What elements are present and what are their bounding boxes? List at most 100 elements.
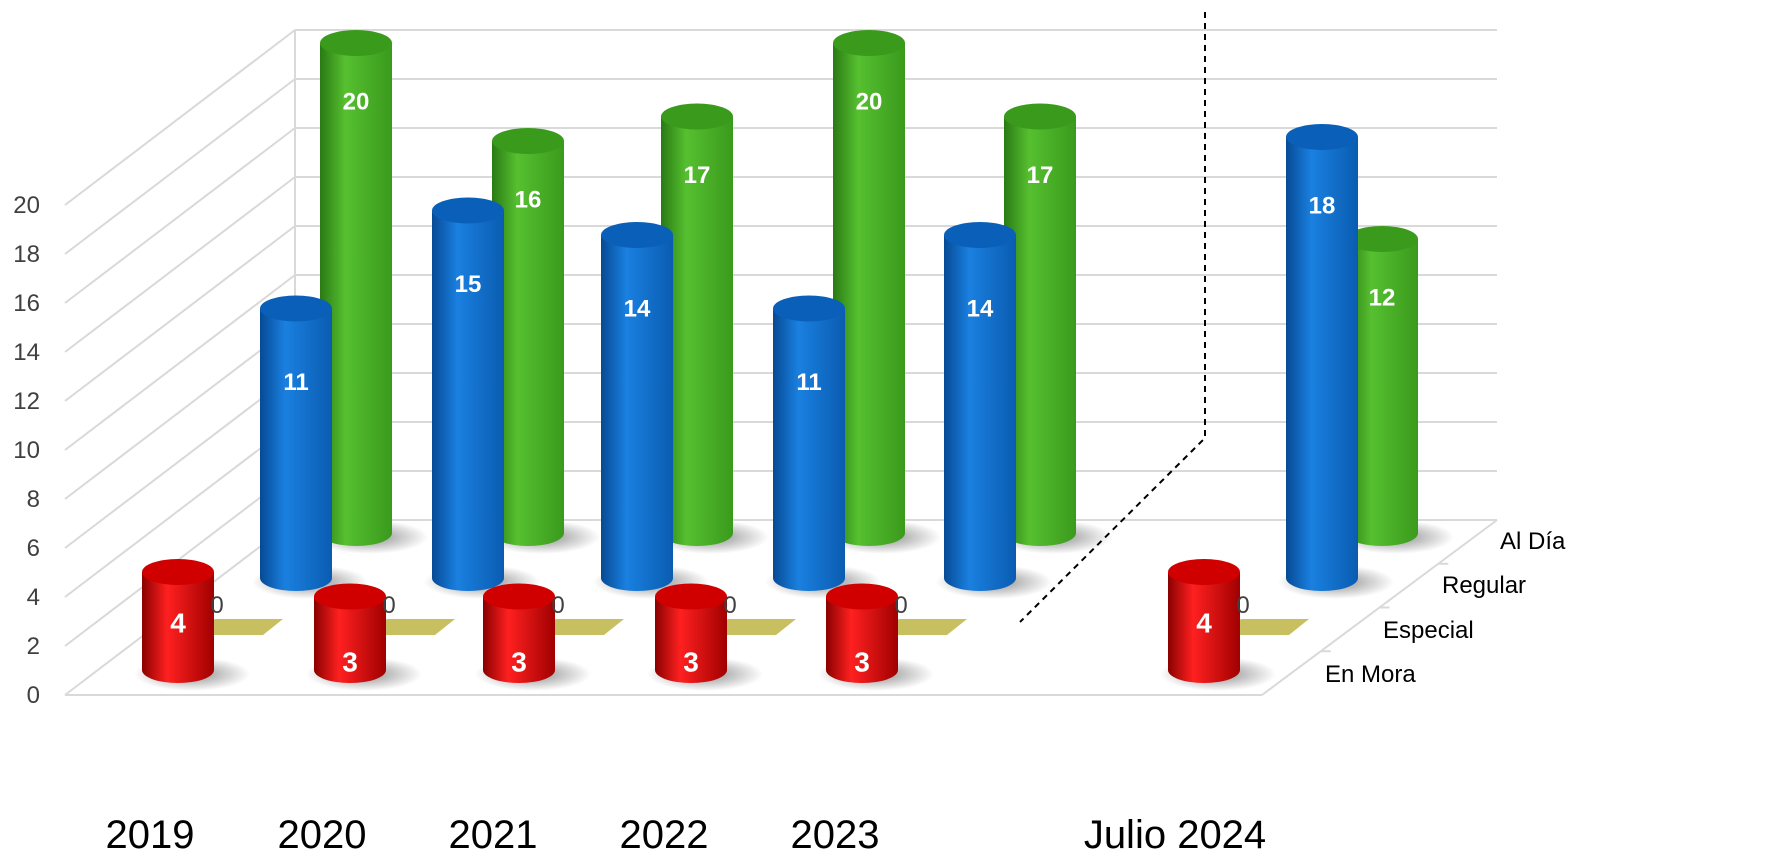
y-tick-label: 16	[13, 290, 40, 317]
data-label-bar-en-mora-year-2023: 3	[854, 646, 870, 677]
bar-especial-year-2022	[708, 619, 796, 635]
bar-regular-year-2023-body	[944, 235, 1016, 591]
bar-regular-year-2022	[773, 295, 845, 591]
bar-en-mora-year-2023-top	[826, 583, 898, 610]
bar-en-mora-julio-2024-top	[1168, 559, 1240, 585]
category-label-year-2020: 2020	[278, 813, 367, 857]
series-label-especial: Especial	[1383, 617, 1474, 644]
side-grid-line	[64, 78, 296, 255]
data-label-bar-especial-julio-2024: 0	[1236, 592, 1249, 619]
bar-especial-julio-2024	[1221, 619, 1309, 635]
side-grid-line	[64, 127, 296, 304]
bar-regular-year-2020	[432, 197, 504, 591]
bar-al-dia-year-2019-body	[320, 43, 392, 546]
bar-especial-year-2020	[367, 619, 455, 635]
bar-en-mora-year-2019-top	[142, 559, 214, 585]
side-grid-line	[64, 274, 296, 451]
data-label-bar-especial-year-2020: 0	[382, 592, 395, 619]
bar-al-dia-year-2020	[492, 128, 564, 546]
y-tick-label: 20	[13, 192, 40, 219]
y-tick-label: 6	[27, 535, 40, 562]
data-label-bar-regular-julio-2024: 18	[1309, 192, 1336, 219]
y-tick-label: 0	[27, 682, 40, 709]
bar-al-dia-julio-2024-top	[1346, 226, 1418, 252]
bar-en-mora-julio-2024-body	[1168, 572, 1240, 683]
bar-en-mora-year-2023-body	[826, 596, 898, 683]
side-grid-line	[64, 470, 296, 647]
y-tick-label: 12	[13, 388, 40, 415]
bar-especial-year-2021	[536, 619, 624, 635]
data-label-bar-en-mora-year-2022: 3	[683, 646, 699, 677]
bar-regular-julio-2024-body	[1286, 137, 1358, 591]
data-label-bar-regular-year-2023: 14	[967, 295, 994, 322]
data-label-bar-al-dia-year-2019: 20	[343, 88, 370, 115]
bar-en-mora-year-2019	[142, 559, 214, 683]
data-label-bar-en-mora-year-2020: 3	[342, 646, 358, 677]
bar-en-mora-year-2021-body	[483, 596, 555, 683]
data-label-bar-especial-year-2023: 0	[894, 592, 907, 619]
bar-en-mora-year-2022-body	[655, 596, 727, 683]
bar-regular-year-2021-body	[601, 235, 673, 591]
bar-al-dia-julio-2024	[1346, 226, 1418, 546]
bar-regular-year-2023-top	[944, 222, 1016, 248]
bar-al-dia-year-2023-top	[1004, 103, 1076, 130]
side-grid-line	[64, 323, 296, 500]
bar-regular-julio-2024-top	[1286, 124, 1358, 150]
category-label-year-2019: 2019	[106, 813, 195, 857]
data-label-bar-regular-year-2019: 11	[283, 369, 308, 396]
bar-regular-julio-2024	[1286, 124, 1358, 591]
data-label-bar-al-dia-julio-2024: 12	[1369, 284, 1396, 311]
bar-regular-year-2020-top	[432, 197, 504, 224]
bar-al-dia-year-2022-body	[833, 43, 905, 546]
data-label-bar-especial-year-2021: 0	[551, 592, 564, 619]
series-label-en-mora: En Mora	[1325, 661, 1416, 688]
bar-al-dia-year-2020-body	[492, 141, 564, 546]
separator-dashed-line	[1019, 12, 1206, 623]
bar-regular-year-2021	[601, 222, 673, 591]
bar-al-dia-year-2021-body	[661, 116, 733, 546]
bar-regular-year-2023	[944, 222, 1016, 591]
series-label-regular: Regular	[1442, 572, 1526, 599]
data-label-bar-al-dia-year-2020: 16	[515, 186, 542, 213]
bar-en-mora-year-2019-body	[142, 572, 214, 683]
data-label-bar-al-dia-year-2022: 20	[856, 88, 883, 115]
bar-regular-year-2020-body	[432, 210, 504, 591]
bar-regular-year-2019	[260, 295, 332, 591]
side-grid-line	[64, 29, 296, 206]
data-label-bar-regular-year-2022: 11	[796, 369, 821, 396]
bar-regular-year-2022-top	[773, 295, 845, 322]
y-tick-label: 8	[27, 486, 40, 513]
category-label-julio-2024: Julio 2024	[1084, 813, 1266, 857]
y-tick-label: 2	[27, 633, 40, 660]
bar-regular-year-2019-top	[260, 295, 332, 322]
bar-regular-year-2022-body	[773, 308, 845, 591]
data-label-bar-regular-year-2021: 14	[624, 295, 651, 322]
bar-en-mora-year-2022	[655, 583, 727, 683]
y-tick-label: 18	[13, 241, 40, 268]
category-label-year-2021: 2021	[449, 813, 538, 857]
bar-en-mora-year-2023	[826, 583, 898, 683]
data-label-bar-en-mora-year-2019: 4	[170, 607, 186, 638]
bar-en-mora-year-2022-top	[655, 583, 727, 610]
bar-en-mora-year-2021	[483, 583, 555, 683]
data-label-bar-en-mora-year-2021: 3	[511, 646, 527, 677]
bar-en-mora-year-2020	[314, 583, 386, 683]
side-grid-line	[64, 372, 296, 549]
side-grid-line	[64, 421, 296, 598]
bar-al-dia-year-2023-body	[1004, 116, 1076, 546]
y-tick-label: 10	[13, 437, 40, 464]
y-tick-label: 4	[27, 584, 40, 611]
bar-al-dia-year-2019-top	[320, 30, 392, 56]
data-label-bar-al-dia-year-2021: 17	[684, 162, 711, 189]
series-label-al-dia: Al Día	[1500, 528, 1566, 555]
axes-layer: 0 2 4 6 8 10 12 14 16 18 20	[13, 12, 1498, 709]
bar-al-dia-julio-2024-body	[1346, 239, 1418, 546]
side-grid-line	[64, 176, 296, 353]
side-grid-line	[64, 225, 296, 402]
bar-en-mora-year-2020-top	[314, 583, 386, 610]
bar-al-dia-year-2022-top	[833, 30, 905, 56]
data-label-bar-al-dia-year-2023: 17	[1027, 162, 1054, 189]
bar-al-dia-year-2022	[833, 30, 905, 546]
